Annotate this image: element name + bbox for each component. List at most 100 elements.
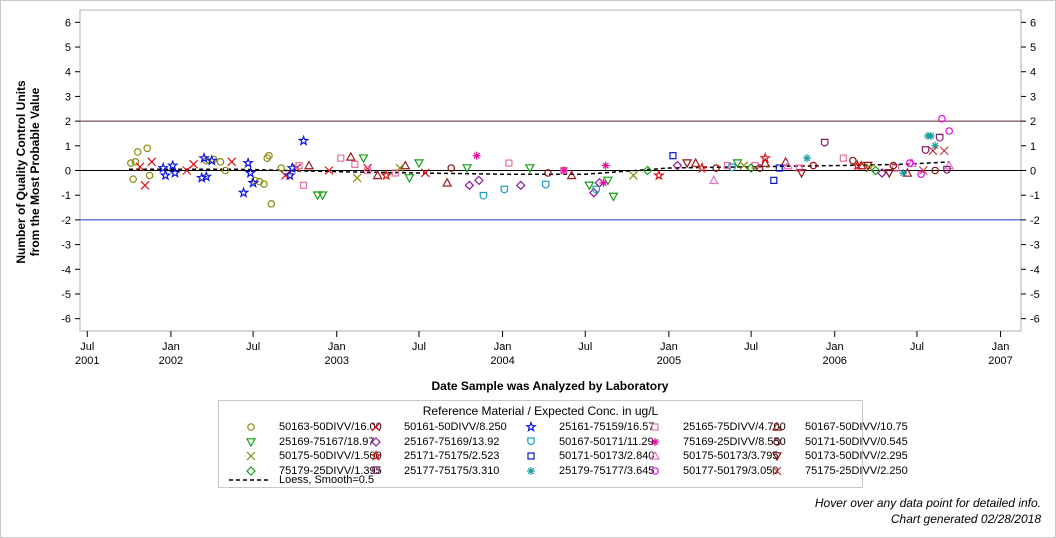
- legend-marker-star-icon[interactable]: [525, 420, 537, 432]
- data-point[interactable]: [921, 146, 930, 154]
- data-point[interactable]: [559, 166, 568, 175]
- legend-marker-x-icon[interactable]: [772, 466, 782, 476]
- data-point[interactable]: [889, 161, 898, 170]
- data-point[interactable]: [746, 163, 756, 173]
- data-point[interactable]: [145, 171, 154, 180]
- data-point[interactable]: [500, 185, 509, 194]
- data-point[interactable]: [312, 191, 323, 201]
- data-point[interactable]: [820, 138, 829, 147]
- legend-marker-tri-down-icon[interactable]: [245, 438, 257, 448]
- legend-marker-asterisk-icon[interactable]: [651, 438, 659, 446]
- data-point[interactable]: [928, 146, 938, 156]
- data-point[interactable]: [352, 173, 362, 183]
- legend-marker-star-icon[interactable]: [370, 449, 382, 461]
- data-point[interactable]: [286, 161, 299, 174]
- data-point[interactable]: [295, 161, 303, 170]
- data-point[interactable]: [566, 170, 577, 180]
- data-point[interactable]: [227, 157, 237, 167]
- data-point[interactable]: [584, 181, 595, 191]
- legend-marker-shield-icon[interactable]: [372, 466, 380, 475]
- data-point[interactable]: [221, 166, 230, 175]
- data-point[interactable]: [169, 166, 181, 178]
- data-point[interactable]: [260, 180, 268, 188]
- data-point[interactable]: [891, 164, 900, 172]
- data-point[interactable]: [442, 177, 453, 187]
- data-point[interactable]: [935, 133, 944, 142]
- data-point[interactable]: [708, 175, 719, 185]
- data-point[interactable]: [140, 180, 150, 190]
- data-point[interactable]: [931, 166, 939, 175]
- legend-marker-square-icon[interactable]: [527, 452, 535, 460]
- data-point[interactable]: [157, 161, 170, 174]
- data-point[interactable]: [775, 164, 783, 172]
- data-point[interactable]: [601, 161, 610, 170]
- legend-marker-circle-icon[interactable]: [773, 438, 781, 446]
- data-point[interactable]: [939, 146, 949, 156]
- data-point[interactable]: [809, 161, 818, 170]
- data-point[interactable]: [413, 159, 424, 169]
- data-point[interactable]: [337, 154, 345, 162]
- data-point[interactable]: [391, 169, 399, 177]
- data-point[interactable]: [899, 168, 908, 177]
- data-point[interactable]: [464, 180, 475, 191]
- data-point[interactable]: [760, 157, 771, 167]
- data-point[interactable]: [628, 171, 638, 180]
- legend-marker-diamond-icon[interactable]: [246, 466, 256, 476]
- data-point[interactable]: [129, 175, 137, 183]
- data-point[interactable]: [712, 164, 720, 172]
- data-point[interactable]: [938, 114, 946, 123]
- data-point[interactable]: [592, 185, 600, 194]
- legend-marker-triangle-icon[interactable]: [649, 450, 661, 460]
- data-point[interactable]: [839, 154, 847, 162]
- legend-marker-tri-down-icon[interactable]: [771, 452, 783, 462]
- data-point[interactable]: [216, 158, 225, 166]
- data-point[interactable]: [127, 159, 135, 167]
- data-point[interactable]: [943, 165, 951, 174]
- data-point[interactable]: [652, 169, 665, 181]
- data-point[interactable]: [672, 160, 683, 171]
- data-point[interactable]: [358, 154, 369, 164]
- data-point[interactable]: [303, 160, 315, 170]
- data-point[interactable]: [945, 127, 954, 135]
- data-point[interactable]: [696, 161, 708, 174]
- data-point[interactable]: [796, 169, 807, 179]
- data-point[interactable]: [189, 159, 199, 169]
- legend-marker-shield-icon[interactable]: [527, 437, 535, 446]
- points-layer[interactable]: [127, 114, 955, 208]
- data-point[interactable]: [918, 166, 928, 175]
- data-point[interactable]: [782, 160, 793, 170]
- data-point[interactable]: [247, 176, 259, 188]
- data-point[interactable]: [541, 180, 550, 189]
- data-point[interactable]: [505, 159, 513, 167]
- legend-marker-asterisk-icon[interactable]: [527, 467, 535, 475]
- data-point[interactable]: [728, 163, 736, 172]
- data-point[interactable]: [802, 154, 811, 163]
- data-point[interactable]: [759, 151, 772, 164]
- data-point[interactable]: [851, 159, 864, 171]
- data-point[interactable]: [277, 164, 286, 172]
- legend-marker-x-icon[interactable]: [371, 422, 381, 432]
- data-point[interactable]: [372, 170, 383, 180]
- data-point[interactable]: [462, 164, 473, 174]
- data-point[interactable]: [297, 134, 310, 146]
- legend-marker-x-icon[interactable]: [246, 451, 256, 461]
- data-point[interactable]: [364, 166, 372, 175]
- data-point[interactable]: [244, 166, 257, 178]
- data-point[interactable]: [944, 160, 955, 170]
- data-point[interactable]: [242, 156, 254, 169]
- data-point[interactable]: [131, 158, 140, 166]
- data-point[interactable]: [351, 160, 359, 168]
- data-point[interactable]: [917, 170, 925, 179]
- data-point[interactable]: [865, 163, 875, 173]
- data-point[interactable]: [166, 159, 179, 171]
- data-point[interactable]: [589, 187, 599, 198]
- data-point[interactable]: [927, 131, 936, 140]
- legend-marker-triangle-icon[interactable]: [771, 421, 783, 431]
- data-point[interactable]: [870, 165, 881, 176]
- data-point[interactable]: [143, 144, 152, 153]
- data-point[interactable]: [884, 169, 895, 179]
- data-point[interactable]: [317, 191, 328, 201]
- data-point[interactable]: [905, 159, 914, 167]
- data-point[interactable]: [472, 151, 481, 160]
- data-point[interactable]: [345, 151, 356, 161]
